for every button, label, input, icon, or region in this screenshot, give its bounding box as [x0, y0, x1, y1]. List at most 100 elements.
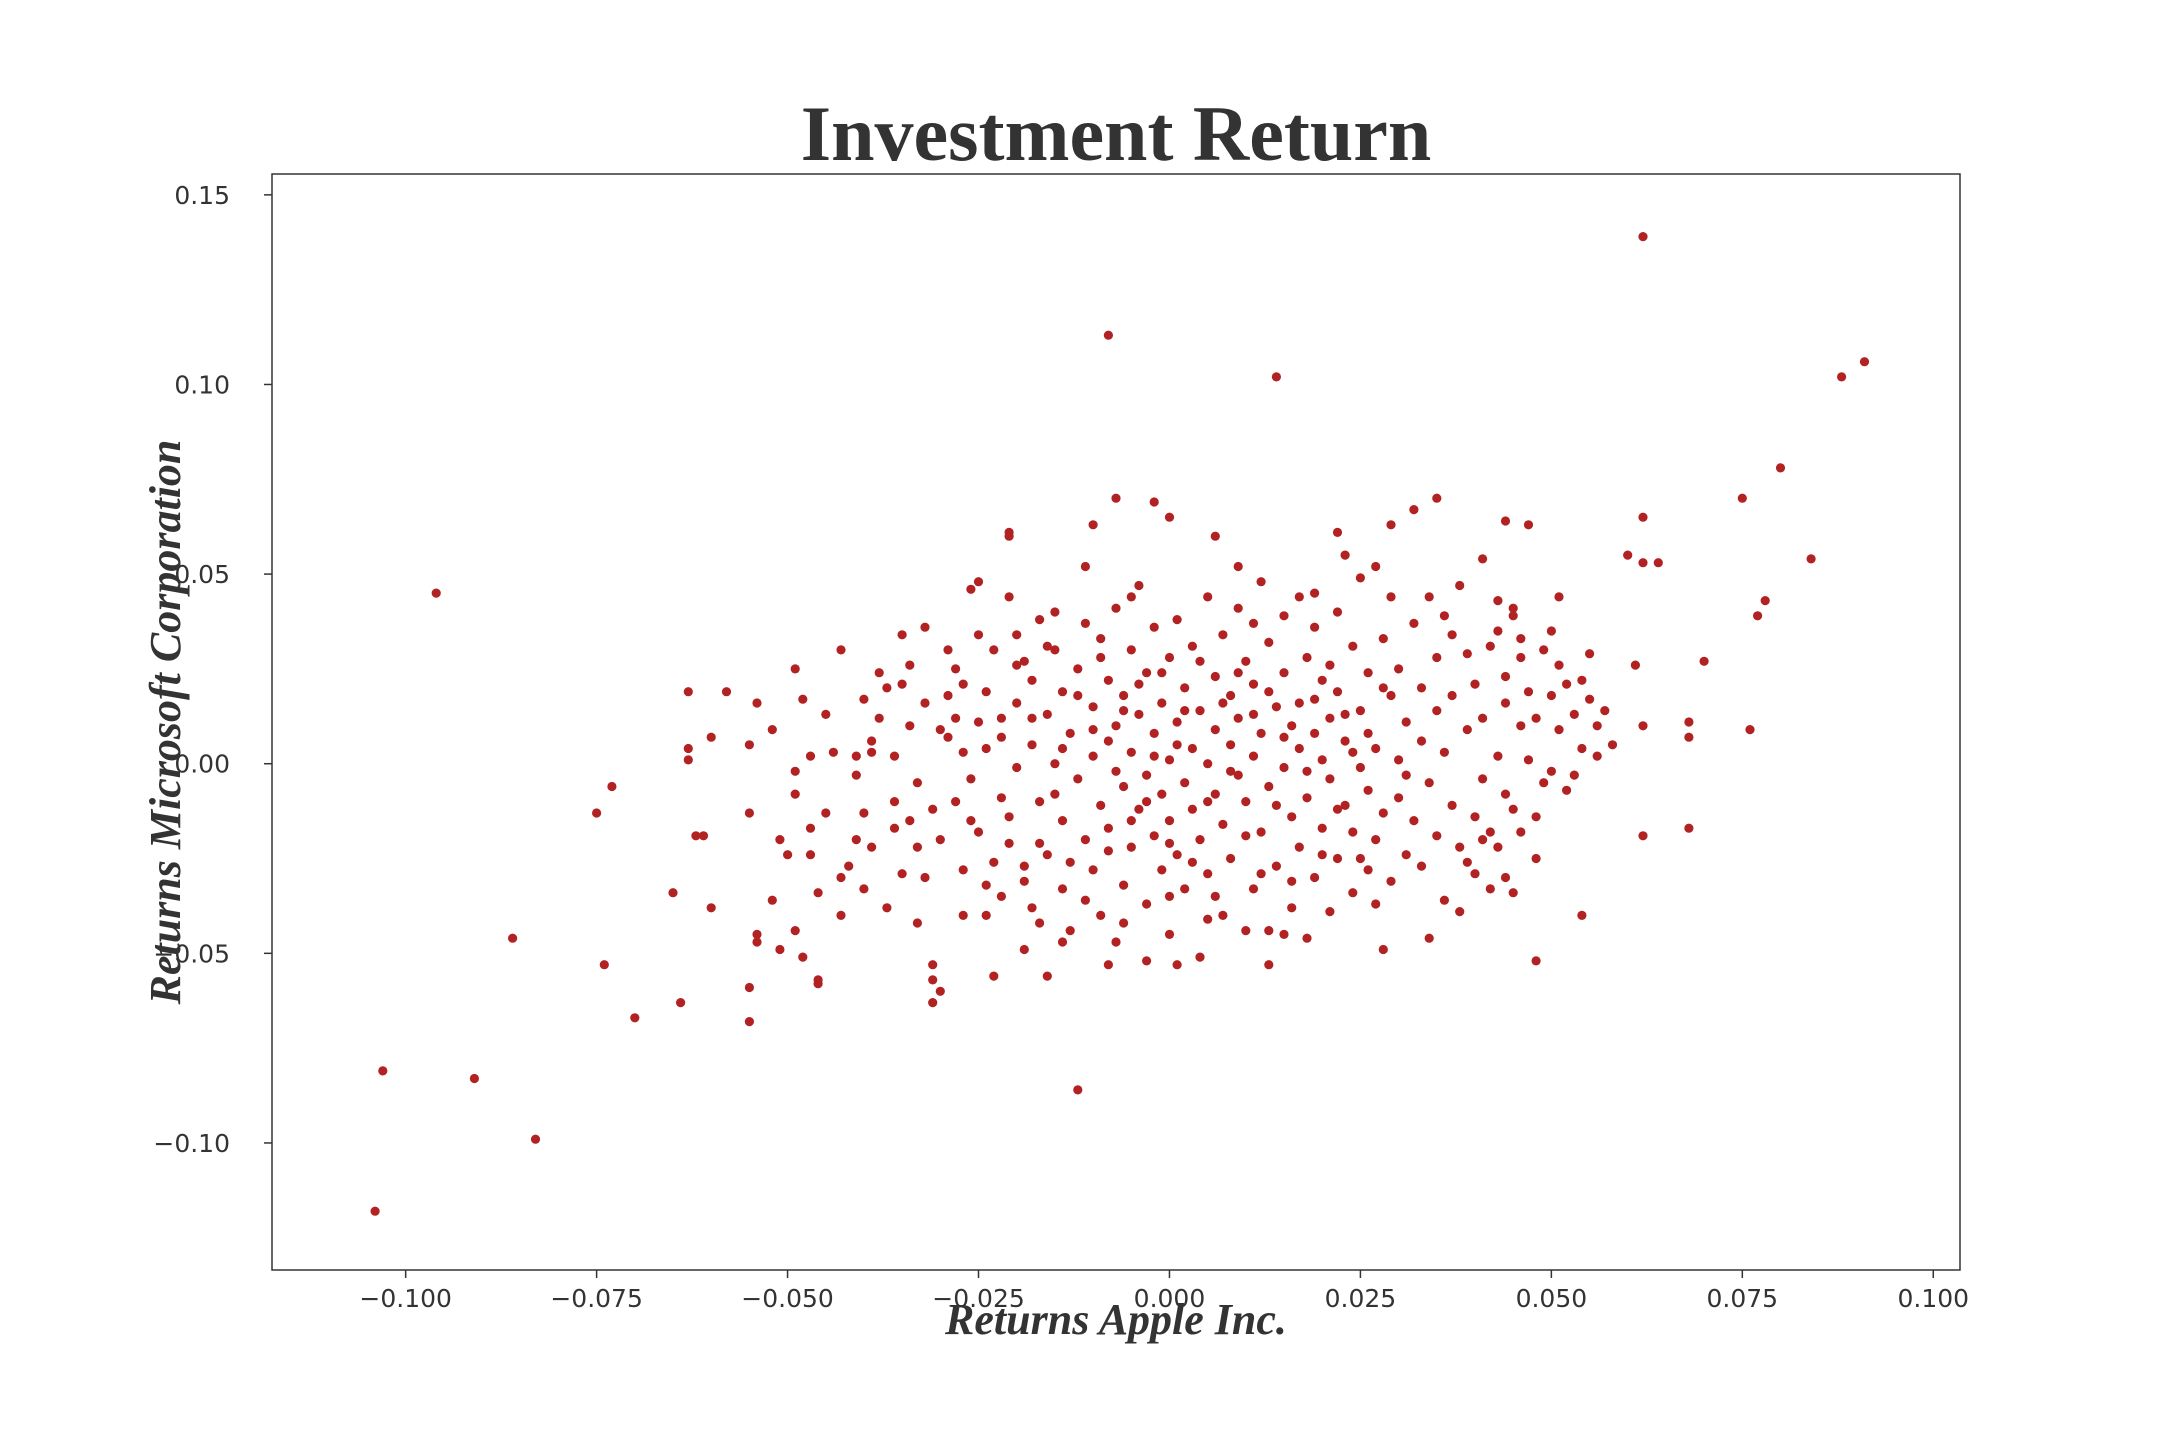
data-point [1325, 660, 1335, 670]
data-point [1035, 838, 1045, 849]
data-point [1516, 634, 1526, 644]
data-point [1837, 372, 1847, 382]
data-point [844, 861, 854, 871]
data-point [1623, 550, 1633, 560]
data-point [1264, 781, 1274, 792]
data-point [1493, 626, 1503, 636]
data-point [897, 869, 907, 879]
data-point [1241, 831, 1251, 841]
data-point [1554, 592, 1564, 602]
data-point [1180, 683, 1190, 693]
data-point [897, 630, 907, 640]
data-point [1516, 652, 1526, 663]
data-point [943, 645, 953, 655]
data-point [1424, 592, 1434, 602]
data-point [1348, 747, 1358, 757]
data-point [1371, 743, 1381, 754]
data-point [668, 888, 678, 898]
data-point [1233, 770, 1243, 780]
data-point [599, 960, 609, 970]
data-point [1218, 630, 1228, 640]
data-point [1401, 717, 1411, 727]
data-point [1500, 698, 1511, 708]
data-point [1088, 702, 1098, 712]
data-point [1554, 660, 1564, 670]
data-point [1348, 827, 1358, 837]
data-point [867, 842, 877, 852]
data-point [1233, 668, 1243, 678]
data-point [1554, 725, 1564, 735]
data-point [1470, 812, 1480, 822]
y-tick-label: 0.15 [174, 181, 230, 210]
data-point [1760, 596, 1770, 606]
data-point [1248, 618, 1259, 629]
data-point [1073, 690, 1083, 701]
data-point [1569, 709, 1579, 720]
data-point [1256, 728, 1266, 739]
data-point [973, 717, 984, 727]
data-point [836, 872, 846, 883]
data-point [1149, 497, 1159, 507]
data-point [1142, 770, 1152, 780]
data-point [1302, 793, 1312, 803]
data-point [1050, 789, 1060, 799]
data-point [1248, 751, 1259, 761]
data-point [1027, 675, 1037, 685]
data-point [1050, 607, 1060, 617]
data-point [1226, 690, 1236, 701]
data-point [1386, 876, 1396, 886]
data-point [1340, 550, 1350, 560]
data-point [935, 835, 945, 845]
data-point [1562, 679, 1572, 689]
data-point [1332, 527, 1343, 538]
data-point [958, 910, 968, 921]
data-point [1394, 664, 1404, 674]
data-point [775, 835, 785, 845]
data-point [1332, 804, 1343, 814]
data-point [1164, 512, 1175, 522]
data-point [1745, 725, 1755, 735]
data-point [1638, 512, 1648, 522]
data-point [744, 982, 755, 993]
data-point [798, 952, 808, 962]
data-point [1119, 690, 1129, 701]
data-point [1256, 827, 1266, 837]
data-point [1096, 652, 1106, 663]
data-point [767, 895, 777, 905]
data-point [1126, 842, 1136, 852]
data-point [859, 808, 869, 818]
data-point [1607, 740, 1618, 750]
data-point [1149, 622, 1159, 632]
data-point [1294, 743, 1304, 754]
data-point [1019, 861, 1029, 871]
data-point [1310, 588, 1320, 598]
data-point [813, 979, 823, 989]
data-point [1493, 751, 1503, 761]
data-point [1478, 835, 1488, 845]
data-point [1432, 831, 1442, 841]
data-point [1432, 706, 1442, 716]
data-point [1172, 850, 1182, 860]
data-point [1500, 516, 1511, 526]
data-point [1126, 747, 1136, 757]
data-point [1126, 645, 1136, 655]
data-point [1470, 869, 1480, 879]
data-point [813, 888, 823, 898]
x-tick-label: 0.075 [1707, 1284, 1779, 1313]
data-point [1363, 865, 1373, 875]
data-point [698, 831, 709, 841]
data-point [1455, 580, 1465, 591]
data-point [805, 751, 816, 761]
data-point [897, 679, 907, 689]
data-point [1080, 895, 1090, 905]
data-point [1462, 649, 1472, 659]
data-point [1172, 717, 1182, 727]
data-point [996, 891, 1007, 902]
data-point [836, 910, 846, 921]
data-point [1157, 668, 1167, 678]
data-point [905, 721, 915, 731]
data-point [1355, 573, 1365, 583]
data-point [1363, 785, 1373, 795]
data-point [1378, 944, 1388, 955]
data-point [951, 664, 961, 674]
